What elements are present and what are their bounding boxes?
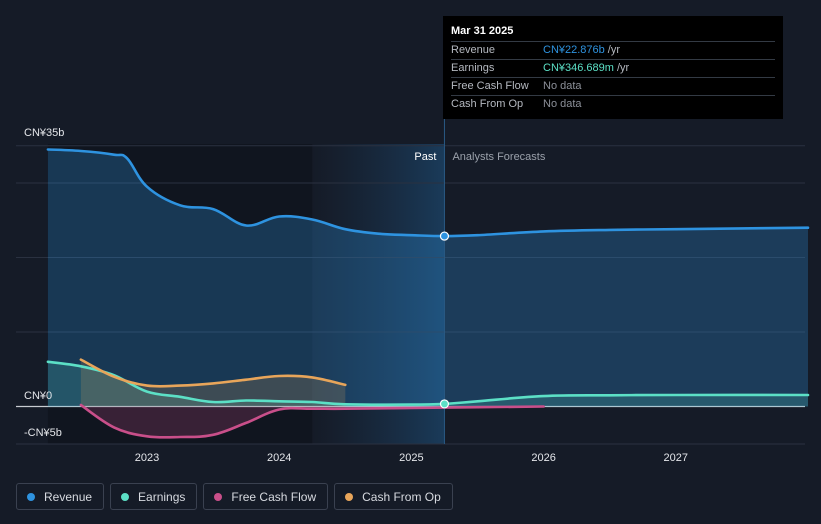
hover-markers <box>439 231 450 409</box>
legend-item-earnings[interactable]: Earnings <box>110 483 198 510</box>
cash-from-op-line <box>79 358 347 388</box>
tooltip-unit: /yr <box>607 44 621 56</box>
tooltip-label: Earnings <box>451 62 495 74</box>
cash-from-op-dot-icon <box>345 492 354 501</box>
revenue-marker <box>439 231 450 241</box>
x-tick-label: 2027 <box>664 452 688 464</box>
tooltip-row-cash-from-op: Cash From Op No data <box>451 95 775 113</box>
data-tooltip: Mar 31 2025 Revenue CN¥22.876b/yr Earnin… <box>443 16 783 119</box>
legend-item-free-cash-flow[interactable]: Free Cash Flow <box>203 483 329 510</box>
forecast-label: Analysts Forecasts <box>452 151 545 163</box>
gridlines <box>16 145 805 445</box>
legend-label: Free Cash Flow <box>231 489 317 504</box>
earnings-marker <box>439 399 450 409</box>
legend-label: Earnings <box>138 489 186 504</box>
tooltip-value-text: CN¥346.689m <box>543 62 614 74</box>
earnings-dot-icon <box>121 492 130 501</box>
series-lines <box>46 148 810 439</box>
legend-label: Cash From Op <box>362 489 441 504</box>
tooltip-value: CN¥22.876b/yr <box>543 42 620 59</box>
revenue-dot-icon <box>27 492 35 501</box>
revenue-line <box>46 148 810 238</box>
past-shaded-region <box>312 144 445 444</box>
tooltip-row-free-cash-flow: Free Cash Flow No data <box>451 77 775 95</box>
free-cash-flow-area <box>80 405 544 438</box>
tooltip-value: No data <box>543 98 582 110</box>
tooltip-label: Free Cash Flow <box>451 80 529 92</box>
earnings-line <box>46 360 810 406</box>
chart-legend: Revenue Earnings Free Cash Flow Cash Fro… <box>16 483 453 510</box>
y-axis-labels: CN¥35b CN¥0 -CN¥5b <box>24 127 64 439</box>
tooltip-row-revenue: Revenue CN¥22.876b/yr <box>451 41 775 59</box>
tooltip-value: CN¥346.689m/yr <box>543 60 629 77</box>
history-dark-band <box>47 144 313 444</box>
free-cash-flow-line <box>79 403 545 439</box>
tooltip-date: Mar 31 2025 <box>451 25 514 37</box>
x-axis-labels: 2023 2024 2025 2026 2027 <box>135 452 688 464</box>
legend-label: Revenue <box>44 489 93 504</box>
y-tick-label: -CN¥5b <box>24 427 62 439</box>
tooltip-row-earnings: Earnings CN¥346.689m/yr <box>451 59 775 77</box>
y-tick-label: CN¥35b <box>24 127 64 139</box>
y-tick-label: CN¥0 <box>24 390 52 402</box>
tooltip-value-text: CN¥22.876b <box>543 44 605 56</box>
x-tick-label: 2025 <box>399 452 423 464</box>
tooltip-value: No data <box>543 80 582 92</box>
tooltip-label: Revenue <box>451 44 496 56</box>
x-tick-label: 2023 <box>135 452 159 464</box>
legend-item-cash-from-op[interactable]: Cash From Op <box>334 483 453 510</box>
free-cash-flow-dot-icon <box>214 492 223 501</box>
past-label: Past <box>414 151 436 163</box>
revenue-area <box>47 149 808 407</box>
tooltip-label: Cash From Op <box>451 98 524 110</box>
x-tick-label: 2026 <box>531 452 555 464</box>
tooltip-unit: /yr <box>616 62 630 74</box>
x-tick-label: 2024 <box>267 452 291 464</box>
cash-from-op-area <box>80 359 346 407</box>
legend-item-revenue[interactable]: Revenue <box>16 483 105 510</box>
